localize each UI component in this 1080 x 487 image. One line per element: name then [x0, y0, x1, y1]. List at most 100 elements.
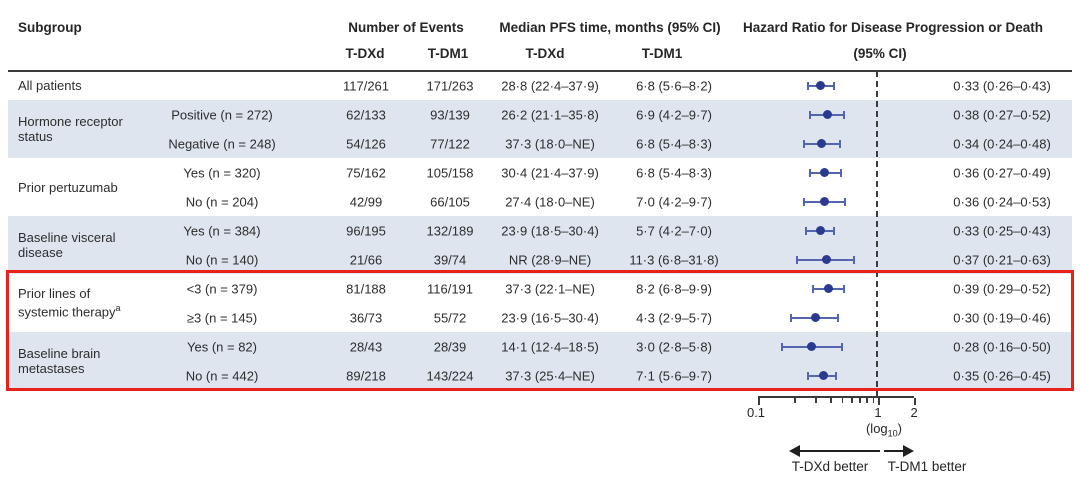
tdxd-better-arrow-head — [789, 445, 800, 457]
x-axis-tick-label: 0.1 — [746, 405, 766, 420]
cell-hr-text: 0·34 (0·24–0·48) — [953, 136, 1051, 151]
subheader-pfs-tdm1: T-DM1 — [641, 46, 683, 61]
cell-hr-text: 0·35 (0·26–0·45) — [953, 368, 1051, 383]
hr-ci-cap-left — [804, 226, 807, 235]
cell-hr-text: 0·33 (0·25–0·43) — [953, 223, 1051, 238]
x-axis-tick — [851, 398, 853, 403]
cell-subgroup-level: Negative (n = 248) — [168, 136, 276, 151]
cell-pfs-tdxd: 26·2 (21·1–35·8) — [501, 107, 599, 122]
cell-hr-text: 0·36 (0·27–0·49) — [953, 165, 1051, 180]
cell-events-tdxd: 54/126 — [346, 136, 386, 151]
highlight-box — [6, 270, 1074, 391]
cell-pfs-tdm1: 11·3 (6·8–31·8) — [629, 252, 719, 267]
hr-point-marker — [820, 197, 830, 206]
cell-hr-text: 0·38 (0·27–0·52) — [953, 107, 1051, 122]
footnote-marker: a — [115, 303, 121, 314]
hr-ci-cap-right — [852, 255, 855, 264]
subgroup-label-line: All patients — [18, 78, 82, 93]
hr-point-marker — [818, 371, 828, 380]
cell-events-tdm1: 116/191 — [426, 281, 474, 296]
cell-subgroup-level: Yes (n = 82) — [187, 339, 257, 354]
cell-events-tdxd: 75/162 — [346, 165, 386, 180]
cell-pfs-tdxd: 37·3 (25·4–NE) — [505, 368, 595, 383]
subgroup-label: Hormone receptor status — [18, 100, 123, 158]
hr-ci-cap-left — [806, 81, 809, 90]
x-axis-tick — [859, 398, 861, 403]
subgroup-label-line: Prior lines of — [18, 286, 91, 302]
cell-pfs-tdxd: NR (28·9–NE) — [508, 252, 592, 267]
x-axis-tick — [815, 398, 817, 403]
tdxd-better-arrow-line — [799, 450, 880, 452]
cell-events-tdxd: 89/218 — [346, 368, 386, 383]
subgroup-label-line: metastases — [18, 361, 85, 376]
subheader-events-tdm1: T-DM1 — [427, 46, 469, 61]
cell-hr-text: 0·39 (0·29–0·52) — [953, 281, 1051, 296]
cell-events-tdm1: 143/224 — [426, 368, 474, 383]
cell-events-tdm1: 132/189 — [426, 223, 474, 238]
x-axis-tick — [866, 398, 868, 403]
cell-events-tdm1: 28/39 — [433, 339, 467, 354]
subgroup-label: Prior lines of systemic therapya — [18, 274, 121, 332]
cell-subgroup-level: No (n = 204) — [185, 194, 259, 209]
direction-label-tdxd-better: T-DXd better — [791, 459, 869, 474]
cell-events-tdm1: 55/72 — [433, 310, 467, 325]
reference-line-hr-1 — [876, 71, 878, 397]
cell-subgroup-level: <3 (n = 379) — [186, 281, 258, 296]
cell-pfs-tdxd: 30·4 (21·4–37·9) — [501, 165, 599, 180]
cell-events-tdm1: 93/139 — [430, 107, 470, 122]
cell-events-tdxd: 21/66 — [349, 252, 383, 267]
hr-point-marker — [820, 168, 830, 177]
cell-hr-text: 0·30 (0·19–0·46) — [953, 310, 1051, 325]
hr-ci-cap-left — [781, 342, 784, 351]
column-header-hazard-ratio: Hazard Ratio for Disease Progression or … — [742, 20, 1044, 35]
hr-ci-cap-left — [790, 313, 793, 322]
cell-events-tdm1: 77/122 — [430, 136, 470, 151]
x-axis-tick-label: 2 — [910, 405, 918, 420]
subgroup-label-line: systemic therapya — [18, 303, 121, 320]
cell-pfs-tdm1: 7·1 (5·6–9·7) — [636, 368, 712, 383]
column-header-subgroup: Subgroup — [18, 20, 82, 35]
cell-subgroup-level: ≥3 (n = 145) — [186, 310, 258, 325]
hr-point-marker — [817, 139, 827, 148]
subgroup-label: Prior pertuzumab — [18, 158, 118, 216]
hr-point-marker — [815, 226, 825, 235]
subgroup-label: All patients — [18, 71, 82, 100]
cell-events-tdxd: 96/195 — [346, 223, 386, 238]
cell-pfs-tdm1: 4·3 (2·9–5·7) — [636, 310, 712, 325]
x-axis-tick — [878, 398, 880, 405]
cell-pfs-tdm1: 7·0 (4·2–9·7) — [636, 194, 712, 209]
cell-subgroup-level: Yes (n = 384) — [183, 223, 261, 238]
x-axis-tick — [758, 398, 760, 405]
cell-events-tdm1: 66/105 — [430, 194, 470, 209]
cell-pfs-tdxd: 28·8 (22·4–37·9) — [501, 78, 599, 93]
tdm1-better-arrow-head — [903, 445, 914, 457]
hr-point-marker — [824, 284, 834, 293]
cell-pfs-tdxd: 23·9 (18·5–30·4) — [501, 223, 599, 238]
hr-ci-cap-right — [840, 342, 843, 351]
hr-ci-cap-left — [808, 110, 811, 119]
cell-subgroup-level: No (n = 442) — [185, 368, 259, 383]
cell-hr-text: 0·28 (0·16–0·50) — [953, 339, 1051, 354]
cell-events-tdm1: 171/263 — [426, 78, 474, 93]
hr-ci-cap-right — [842, 110, 845, 119]
subgroup-label-line: Baseline visceral — [18, 230, 116, 245]
hr-ci-cap-right — [835, 371, 838, 380]
cell-hr-text: 0·36 (0·24–0·53) — [953, 194, 1051, 209]
hr-point-marker — [815, 81, 825, 90]
hr-ci-cap-right — [833, 81, 836, 90]
header-divider-line — [8, 70, 1072, 72]
hr-ci-cap-left — [806, 371, 809, 380]
cell-pfs-tdxd: 27·4 (18·0–NE) — [505, 194, 595, 209]
x-axis-tick — [794, 398, 796, 403]
subgroup-label-line: Prior pertuzumab — [18, 179, 118, 195]
cell-pfs-tdxd: 37·3 (18·0–NE) — [505, 136, 595, 151]
cell-events-tdxd: 81/188 — [346, 281, 386, 296]
direction-label-tdm1-better: T-DM1 better — [887, 459, 967, 474]
row-shading-band — [8, 216, 1072, 274]
hr-ci-cap-left — [802, 197, 805, 206]
subgroup-label: Baseline brain metastases — [18, 332, 100, 390]
cell-events-tdxd: 36/73 — [349, 310, 383, 325]
cell-subgroup-level: Positive (n = 272) — [171, 107, 273, 122]
hr-ci-cap-right — [838, 139, 841, 148]
